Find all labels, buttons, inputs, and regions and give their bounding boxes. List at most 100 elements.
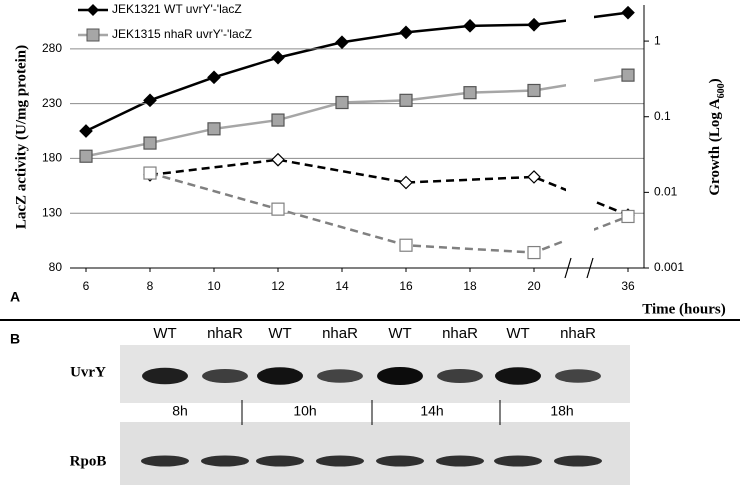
lane-label: nhaR [442, 325, 478, 342]
x-axis-label: Time (hours) [642, 301, 725, 317]
y-tick-label: 280 [42, 41, 62, 55]
rpob-band [201, 455, 249, 467]
marker [399, 238, 413, 252]
uvry-band [495, 367, 541, 385]
marker [399, 93, 413, 107]
uvry-band [437, 369, 483, 383]
lane-label: WT [506, 325, 529, 342]
marker [335, 95, 349, 110]
x-tick-label: 10 [207, 279, 221, 293]
x-tick-label: 20 [527, 279, 541, 293]
marker [143, 93, 157, 108]
marker [79, 124, 93, 138]
marker [143, 166, 157, 180]
marker [527, 245, 541, 260]
time-label: 8h [172, 403, 188, 419]
rpob-band [316, 455, 364, 467]
y2-tick-label: 1 [654, 33, 661, 47]
rpob-band [141, 455, 189, 467]
x-tick-label: 12 [271, 279, 285, 293]
marker [463, 18, 477, 33]
marker [621, 68, 635, 82]
lane-label: WT [388, 325, 411, 342]
legend-entry: JEK1315 nhaR uvrY'-'lacZ [78, 27, 252, 42]
uvry-membrane [120, 345, 630, 403]
uvry-band [142, 367, 188, 385]
y-axis-label: LacZ activity (U/mg protein) [13, 45, 29, 229]
row-label: RpoB [70, 453, 107, 469]
x-tick-label: 6 [83, 279, 90, 293]
lane-label: nhaR [207, 325, 243, 342]
x-tick-label: 8 [147, 279, 154, 293]
lane-label: WT [153, 325, 176, 342]
y-tick-label: 180 [42, 151, 62, 165]
marker [79, 149, 93, 163]
series-markers [79, 5, 635, 138]
rpob-band [436, 455, 484, 467]
y-tick-label: 80 [49, 260, 63, 274]
x-tick-label: 16 [399, 279, 413, 293]
y2-axis-label: Growth (Log A600) [707, 78, 726, 195]
rpob-band [494, 455, 542, 467]
y-tick-label: 230 [42, 96, 62, 110]
marker [143, 136, 157, 150]
marker [621, 209, 635, 224]
y2-label-end: ) [707, 78, 723, 83]
marker [271, 50, 285, 65]
legend-label: JEK1315 nhaR uvrY'-'lacZ [112, 27, 252, 41]
marker [621, 5, 635, 20]
marker [271, 113, 285, 127]
marker [399, 175, 413, 190]
y2-label-sub: 600 [716, 83, 727, 98]
rpob-band [554, 455, 602, 467]
lane-label: WT [268, 325, 291, 342]
rpob-band [376, 455, 424, 467]
series-markers [143, 166, 635, 260]
marker [527, 17, 541, 32]
lane-label: nhaR [322, 325, 358, 342]
panel-label: A [10, 289, 20, 305]
legend-label: JEK1321 WT uvrY'-'lacZ [112, 2, 242, 16]
y2-tick-label: 0.01 [654, 185, 678, 199]
marker [527, 170, 541, 184]
time-label: 10h [293, 403, 316, 419]
axis-break [566, 0, 594, 274]
y2-tick-label: 0.001 [654, 260, 684, 274]
uvry-band [317, 369, 363, 383]
marker [527, 83, 541, 98]
legend-marker [86, 28, 100, 42]
marker [463, 86, 477, 100]
lane-label: nhaR [560, 325, 596, 342]
marker [207, 122, 221, 136]
panel-label: B [10, 331, 20, 347]
break-mark [586, 257, 594, 279]
row-label: UvrY [70, 364, 106, 380]
uvry-band [202, 369, 248, 383]
marker [271, 202, 285, 216]
time-label: 18h [550, 403, 573, 419]
uvry-band [377, 367, 423, 385]
y2-tick-label: 0.1 [654, 109, 671, 123]
marker [335, 35, 349, 50]
marker [271, 152, 285, 167]
y2-label-main: Growth (Log A [707, 98, 723, 195]
series-markers [79, 68, 635, 163]
series-line [149, 158, 629, 217]
rpob-membrane [120, 422, 630, 485]
y-tick-label: 130 [42, 205, 62, 219]
x-tick-label: 36 [621, 279, 635, 293]
legend-entry: JEK1321 WT uvrY'-'lacZ [78, 2, 242, 16]
marker [207, 70, 221, 85]
break-mark [564, 257, 572, 279]
uvry-band [257, 367, 303, 385]
marker [399, 25, 413, 40]
time-label: 14h [420, 403, 443, 419]
x-tick-label: 14 [335, 279, 349, 293]
x-tick-label: 18 [463, 279, 477, 293]
uvry-band [555, 369, 601, 383]
western-blot: UvrY RpoB WT nhaR WT nhaR WT nhaR WT nhaR 8h 10h 1… [70, 325, 630, 485]
legend-marker [87, 4, 99, 16]
rpob-band [256, 455, 304, 467]
